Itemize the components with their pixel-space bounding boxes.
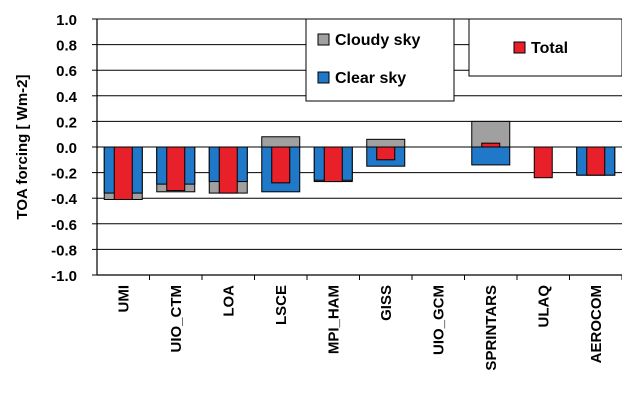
legend-total-label: Total bbox=[531, 40, 568, 57]
y-axis-label: TOA forcing [ Wm-2] bbox=[14, 75, 31, 220]
x-tick-label: UIO_CTM bbox=[168, 285, 185, 353]
cloudy-sky-bar bbox=[366, 138, 406, 148]
legend-box-total bbox=[468, 18, 622, 77]
x-tick-labels: UMI UIO_CTM LOA LSCE MPI_HAM GISS UIO_GCM SPRIN… bbox=[115, 275, 622, 371]
x-tick-label: AEROCOM bbox=[588, 285, 605, 363]
x-tick-label: ULAQ bbox=[535, 285, 552, 328]
y-tick-label: -0.4 bbox=[51, 191, 78, 208]
y-tick-label: 0.6 bbox=[56, 63, 77, 80]
total-bar bbox=[323, 146, 343, 183]
total-bar bbox=[376, 146, 396, 161]
legend-cloudy-sky-label: Cloudy sky bbox=[335, 32, 420, 49]
y-tick-label: 1.0 bbox=[56, 12, 77, 29]
total-bar bbox=[113, 146, 133, 200]
total-bar bbox=[533, 146, 553, 179]
y-tick-label: 0.8 bbox=[56, 38, 77, 55]
legend-clear-sky-label: Clear sky bbox=[335, 70, 406, 87]
legend-clear-sky-swatch bbox=[317, 71, 330, 84]
x-tick-label: SPRINTARS bbox=[483, 285, 500, 371]
y-tick-label: -1.0 bbox=[51, 268, 77, 285]
y-tick-label: 0.4 bbox=[56, 89, 78, 106]
total-bar bbox=[218, 146, 238, 194]
x-tick-label: LOA bbox=[220, 285, 237, 317]
x-tick-label: UIO_GCM bbox=[430, 285, 447, 355]
y-tick-label: -0.8 bbox=[51, 242, 77, 259]
y-tick-label: -0.6 bbox=[51, 217, 77, 234]
x-tick-label: MPI_HAM bbox=[325, 285, 342, 354]
legend-cloudy-sky-swatch bbox=[317, 33, 330, 46]
clear-sky-bar bbox=[471, 146, 511, 166]
y-tick-labels: 1.0 0.8 0.6 0.4 0.2 0.0 -0.2 -0.4 -0.6 -0.8 -1.0 bbox=[51, 12, 97, 285]
y-tick-label: 0.2 bbox=[56, 114, 77, 131]
cloudy-sky-bar bbox=[261, 136, 301, 148]
total-bar bbox=[271, 146, 291, 184]
total-bar bbox=[166, 146, 186, 192]
legend-total-swatch bbox=[513, 41, 526, 54]
legend-box-sky bbox=[305, 18, 455, 102]
total-bar bbox=[481, 142, 501, 148]
y-tick-label: -0.2 bbox=[51, 166, 77, 183]
x-tick-label: UMI bbox=[115, 285, 132, 313]
x-tick-label: GISS bbox=[378, 285, 395, 321]
bars bbox=[103, 120, 616, 200]
y-tick-label: 0.0 bbox=[56, 140, 77, 157]
x-tick-label: LSCE bbox=[273, 285, 290, 325]
legend: Cloudy sky Clear sky Total bbox=[305, 18, 622, 102]
total-bar bbox=[586, 146, 606, 176]
